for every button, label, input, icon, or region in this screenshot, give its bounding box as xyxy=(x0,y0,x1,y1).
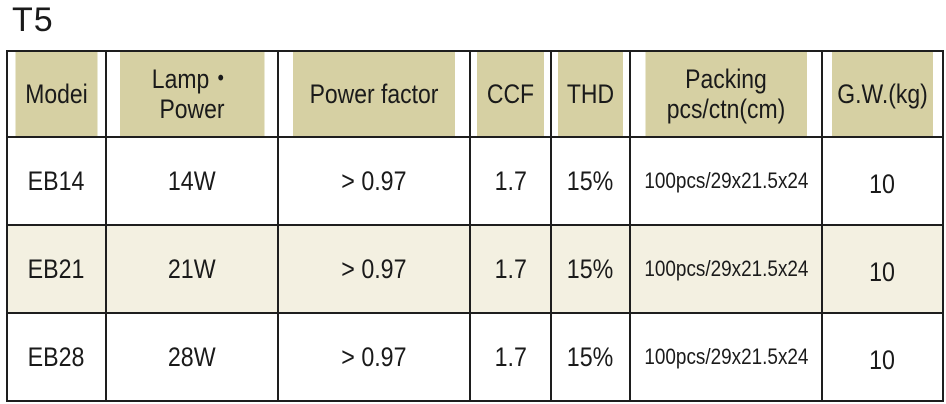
cell-model: EB14 xyxy=(6,136,107,226)
cell-power: 28W xyxy=(105,312,279,402)
spec-table: Modei Lamp・Power Power factor CCF THD Pa… xyxy=(6,50,944,402)
cell-thd: 15% xyxy=(550,312,631,402)
table-row: EB21 21W > 0.97 1.7 15% 100pcs/29x21.5x2… xyxy=(6,224,944,314)
cell-thd: 15% xyxy=(550,224,631,314)
cell-power-factor: > 0.97 xyxy=(277,224,471,314)
header-gross-weight: G.W.(kg) xyxy=(830,50,935,138)
header-packing: Packing pcs/ctn(cm) xyxy=(643,50,809,138)
cell-gross-weight: 10 xyxy=(821,224,944,314)
section-title: T5 xyxy=(12,1,54,39)
cell-packing: 100pcs/29x21.5x24 xyxy=(629,224,823,314)
cell-model: EB21 xyxy=(6,224,107,314)
table-row: EB28 28W > 0.97 1.7 15% 100pcs/29x21.5x2… xyxy=(6,312,944,402)
cell-power: 21W xyxy=(105,224,279,314)
header-row: Modei Lamp・Power Power factor CCF THD Pa… xyxy=(7,50,943,138)
cell-packing: 100pcs/29x21.5x24 xyxy=(629,136,823,226)
cell-model: EB28 xyxy=(6,312,107,402)
cell-thd: 15% xyxy=(550,136,631,226)
cell-power-factor: > 0.97 xyxy=(277,136,471,226)
cell-power-factor: > 0.97 xyxy=(277,312,471,402)
cell-packing: 100pcs/29x21.5x24 xyxy=(629,312,823,402)
header-lamp-power: Lamp・Power xyxy=(118,50,266,138)
cell-power: 14W xyxy=(105,136,279,226)
header-model: Modei xyxy=(13,50,100,138)
cell-gross-weight: 10 xyxy=(821,136,944,226)
header-thd: THD xyxy=(556,50,625,138)
header-power-factor: Power factor xyxy=(291,50,457,138)
cell-ccf: 1.7 xyxy=(469,312,552,402)
header-ccf: CCF xyxy=(475,50,546,138)
cell-gross-weight: 10 xyxy=(821,312,944,402)
cell-ccf: 1.7 xyxy=(469,136,552,226)
table-row: EB14 14W > 0.97 1.7 15% 100pcs/29x21.5x2… xyxy=(6,136,944,226)
cell-ccf: 1.7 xyxy=(469,224,552,314)
